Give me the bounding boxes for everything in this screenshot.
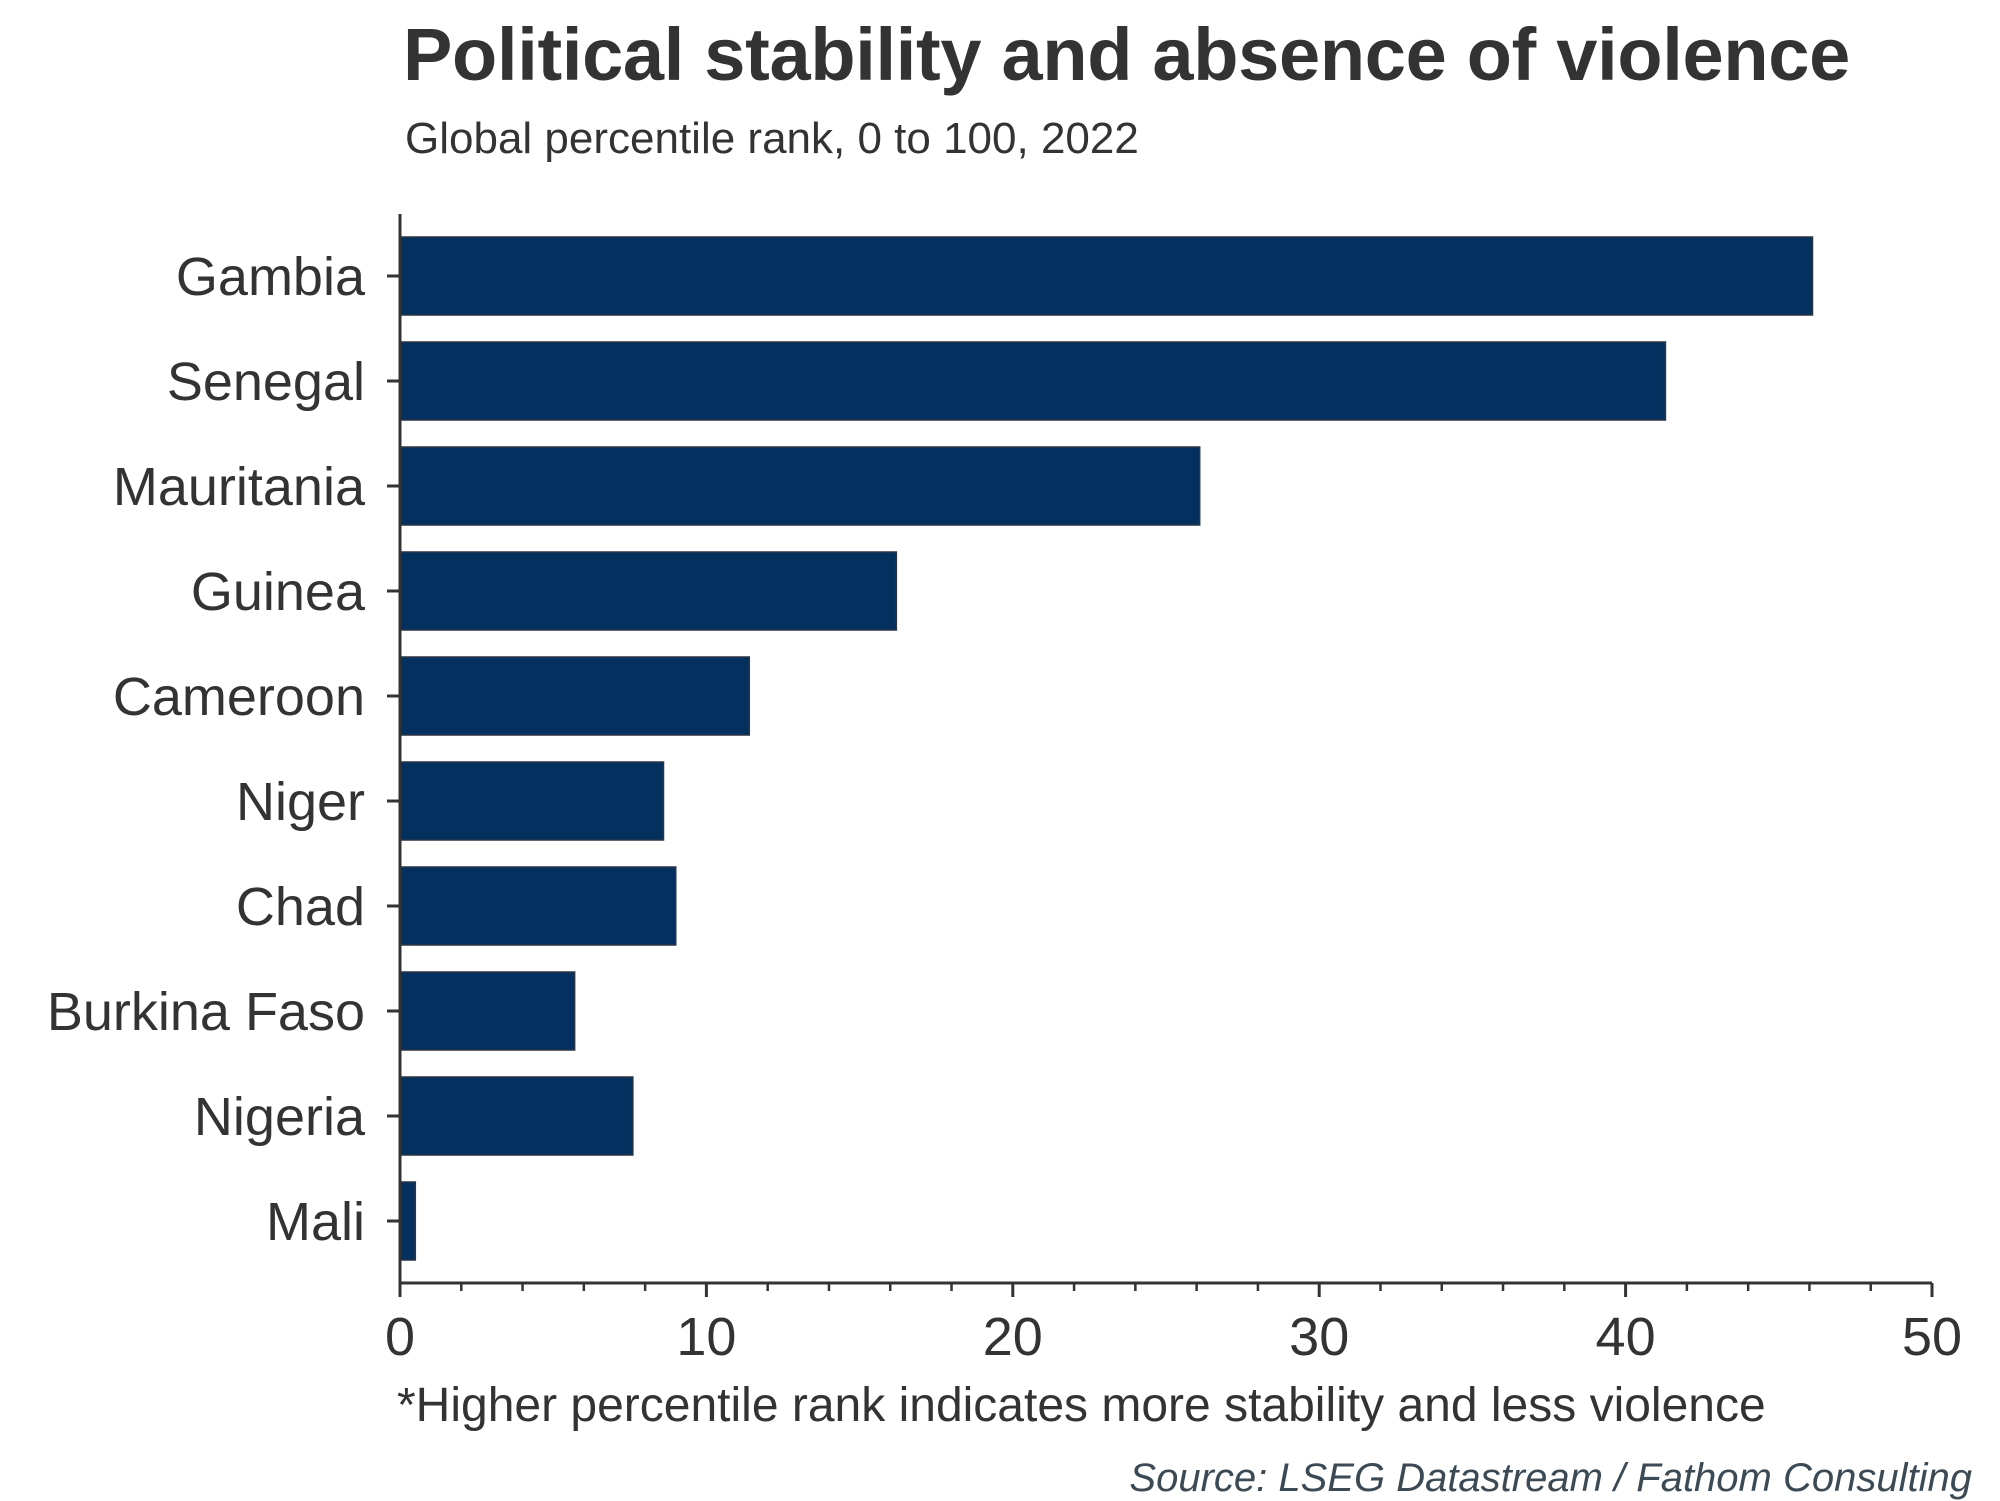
bar-guinea — [399, 551, 898, 631]
x-tick-label: 20 — [983, 1307, 1043, 1367]
bar-nigeria — [399, 1076, 634, 1156]
axes-group — [387, 214, 1934, 1297]
bar-mauritania — [399, 446, 1201, 526]
category-label: Mauritania — [113, 457, 366, 517]
category-label: Chad — [236, 877, 365, 937]
bar-senegal — [399, 341, 1667, 421]
bar-niger — [399, 761, 665, 841]
category-label: Gambia — [176, 247, 366, 307]
x-tick-labels: 0 10 20 30 40 50 — [385, 1307, 1962, 1367]
bar-gambia — [399, 236, 1814, 316]
category-label: Cameroon — [113, 667, 365, 727]
source-note: Source: LSEG Datastream / Fathom Consult… — [1129, 1456, 1972, 1500]
x-tick-label: 0 — [385, 1307, 415, 1367]
x-tick-label: 40 — [1596, 1307, 1656, 1367]
x-tick-label: 30 — [1289, 1307, 1349, 1367]
x-tick-label: 50 — [1902, 1307, 1962, 1367]
category-labels: Gambia Senegal Mauritania Guinea Cameroon Nig… — [47, 247, 366, 1252]
footnote: *Higher percentile rank indicates more s… — [397, 1379, 1766, 1432]
x-tick-label: 10 — [676, 1307, 736, 1367]
bar-mali — [399, 1181, 417, 1261]
bar-cameroon — [399, 656, 751, 736]
category-label: Guinea — [191, 562, 366, 622]
bars-group — [399, 236, 1814, 1261]
bar-burkina-faso — [399, 971, 576, 1051]
category-label: Senegal — [167, 352, 365, 412]
category-label: Nigeria — [194, 1087, 366, 1147]
category-label: Niger — [236, 772, 365, 832]
chart-title: Political stability and absence of viole… — [403, 13, 1851, 96]
category-label: Burkina Faso — [47, 982, 365, 1042]
chart-subtitle: Global percentile rank, 0 to 100, 2022 — [405, 114, 1139, 163]
bar-chad — [399, 866, 677, 946]
category-label: Mali — [266, 1192, 365, 1252]
